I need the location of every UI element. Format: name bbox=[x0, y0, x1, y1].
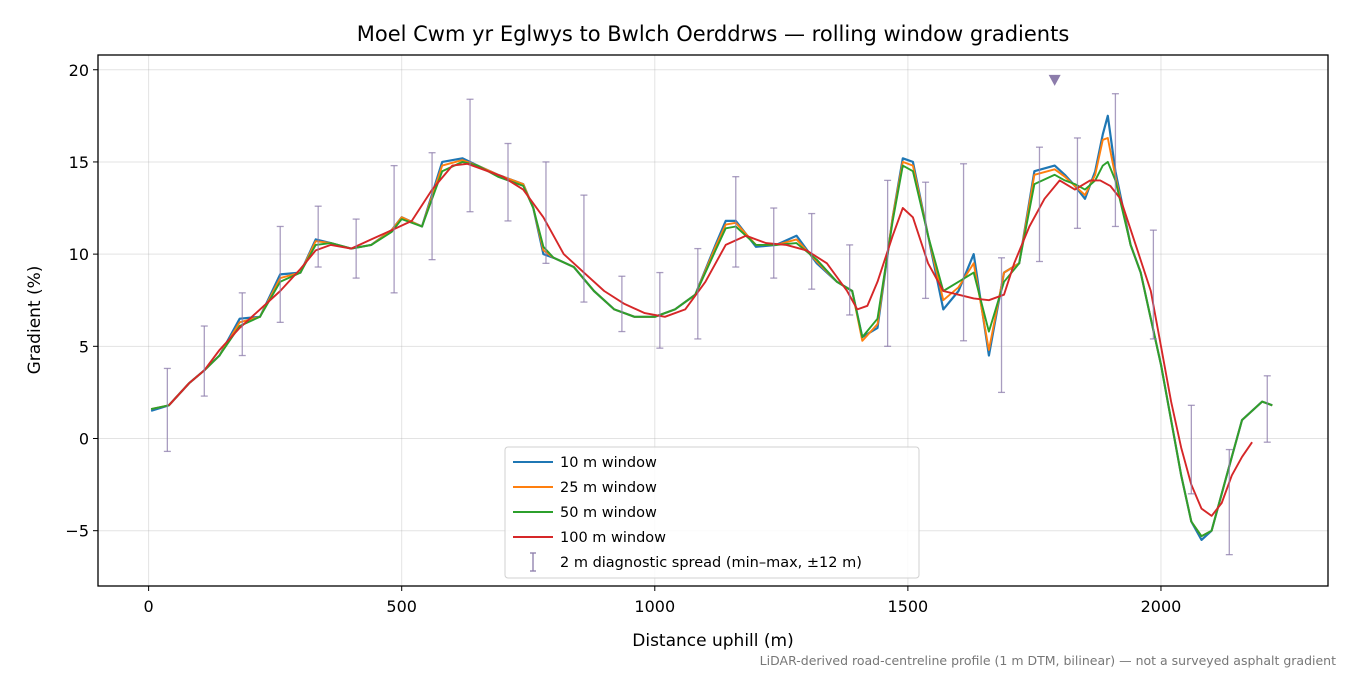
legend-swatch bbox=[530, 552, 536, 572]
legend-label: 100 m window bbox=[560, 530, 666, 546]
x-tick-label-1: 500 bbox=[386, 597, 417, 616]
marker-layer bbox=[1048, 74, 1061, 86]
error-bar bbox=[998, 257, 1006, 394]
error-bar bbox=[504, 142, 512, 222]
legend-box bbox=[504, 446, 920, 579]
error-bar bbox=[960, 163, 968, 342]
x-tick-label-4: 2000 bbox=[1141, 597, 1182, 616]
legend-label: 10 m window bbox=[560, 455, 657, 471]
legend-label: 2 m diagnostic spread (min–max, ±12 m) bbox=[560, 555, 862, 571]
error-bar bbox=[884, 179, 892, 347]
error-bar bbox=[770, 207, 778, 279]
grid bbox=[98, 55, 1328, 586]
chart-title: Moel Cwm yr Eglwys to Bwlch Oerddrws — r… bbox=[357, 22, 1070, 46]
x-axis-ticks: 0 500 1000 1500 2000 bbox=[144, 586, 1182, 616]
error-bar bbox=[390, 164, 398, 294]
error-bar bbox=[1187, 404, 1195, 495]
y-tick-label-2: 5 bbox=[79, 337, 89, 356]
legend-entry: 10 m window bbox=[513, 455, 657, 471]
y-tick-label-0: −5 bbox=[65, 522, 89, 541]
y-axis-ticks: −5 0 5 10 15 20 bbox=[65, 61, 98, 541]
footnote: LiDAR-derived road-centreline profile (1… bbox=[760, 653, 1336, 668]
error-bar bbox=[656, 271, 664, 349]
legend: 10 m window 25 m window 50 m window 100 m w… bbox=[504, 446, 920, 579]
y-axis-label: Gradient (%) bbox=[25, 266, 45, 375]
error-bar bbox=[1111, 93, 1119, 228]
error-bar bbox=[694, 247, 702, 340]
error-bar bbox=[163, 367, 171, 453]
legend-entry: 2 m diagnostic spread (min–max, ±12 m) bbox=[530, 552, 862, 572]
series-line-4 bbox=[168, 162, 1253, 517]
legend-entry: 50 m window bbox=[513, 505, 657, 521]
error-bar bbox=[1035, 146, 1043, 263]
x-axis-label: Distance uphill (m) bbox=[632, 631, 793, 651]
error-bar bbox=[1149, 229, 1157, 340]
x-tick-label-2: 1000 bbox=[634, 597, 675, 616]
x-tick-label-3: 1500 bbox=[888, 597, 929, 616]
error-bar bbox=[922, 181, 930, 300]
x-tick-label-0: 0 bbox=[144, 597, 154, 616]
error-bar bbox=[1263, 375, 1271, 443]
error-bar bbox=[276, 225, 284, 323]
series-layer bbox=[150, 114, 1273, 541]
error-bar bbox=[732, 176, 740, 268]
error-bar bbox=[618, 275, 626, 333]
error-bar bbox=[200, 325, 208, 397]
error-bar bbox=[1225, 448, 1233, 556]
error-bar bbox=[846, 244, 854, 316]
legend-label: 25 m window bbox=[560, 480, 657, 496]
series-line-3 bbox=[150, 160, 1273, 538]
error-bar bbox=[1073, 137, 1081, 229]
y-tick-label-4: 15 bbox=[69, 153, 89, 172]
peak-marker-icon bbox=[1048, 74, 1061, 86]
error-bar bbox=[352, 218, 360, 279]
legend-entry: 100 m window bbox=[513, 530, 666, 546]
y-tick-label-1: 0 bbox=[79, 430, 89, 449]
y-tick-label-3: 10 bbox=[69, 245, 89, 264]
error-bars bbox=[163, 93, 1271, 556]
legend-entry: 25 m window bbox=[513, 480, 657, 496]
error-bar bbox=[314, 205, 322, 268]
error-bar bbox=[808, 212, 816, 290]
y-tick-label-5: 20 bbox=[69, 61, 89, 80]
error-bar bbox=[428, 152, 436, 261]
error-bar bbox=[542, 161, 550, 264]
error-bar bbox=[466, 98, 474, 213]
legend-label: 50 m window bbox=[560, 505, 657, 521]
error-bar bbox=[580, 194, 588, 303]
error-bar bbox=[238, 292, 246, 357]
plot-frame bbox=[97, 54, 1329, 587]
